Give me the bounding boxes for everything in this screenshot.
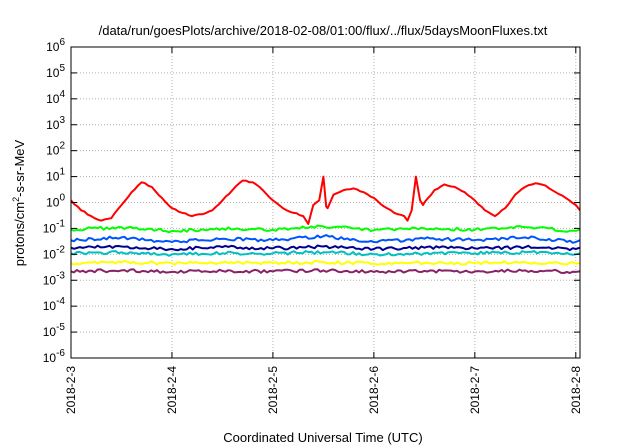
x-tick-label: 2018-2-8 [569,366,583,414]
y-tick-base: 10 [43,221,57,235]
y-tick-label: 101 [46,167,65,184]
chart-title: /data/run/goesPlots/archive/2018-02-08/0… [99,23,548,38]
x-tick-label: 2018-2-5 [266,366,280,414]
series-line [70,268,581,274]
y-tick-label: 10-2 [43,244,66,261]
x-axis-title: Coordinated Universal Time (UTC) [223,430,422,445]
series-line [70,259,581,266]
series-line [70,250,581,257]
x-tick-label: 2018-2-7 [468,366,482,414]
y-tick-base: 10 [46,118,60,132]
y-tick-exponent: 0 [59,193,65,204]
series-group [70,175,581,274]
y-tick-base: 10 [43,351,57,365]
x-tick-label: 2018-2-6 [367,366,381,414]
series-line [70,244,581,252]
y-tick-label: 106 [46,37,65,54]
y-tick-label: 10-1 [43,218,66,235]
y-tick-exponent: -4 [56,296,65,307]
y-tick-label: 100 [46,193,65,210]
y-tick-exponent: -3 [56,270,65,281]
y-tick-base: 10 [46,40,60,54]
y-tick-exponent: -6 [56,348,65,359]
y-tick-label: 10-5 [43,322,66,339]
x-tick-label: 2018-2-4 [165,366,179,414]
y-tick-label: 102 [46,141,65,158]
y-axis-title: protons/cm2-s-sr-MeV [11,139,27,266]
y-axis-title-sup: 2 [11,197,21,202]
y-tick-base: 10 [43,247,57,261]
y-tick-exponent: -1 [56,218,65,229]
y-tick-exponent: 6 [59,37,65,48]
y-tick-base: 10 [43,273,57,287]
y-tick-label: 105 [46,63,65,80]
y-tick-exponent: 4 [59,89,65,100]
x-axis-ticks: 2018-2-3 2018-2-4 2018-2-5 2018-2-6 2018-2-7… [64,47,583,414]
y-tick-label: 103 [46,115,65,132]
y-tick-base: 10 [43,325,57,339]
y-tick-exponent: -5 [56,322,65,333]
series-line [70,175,581,225]
y-tick-exponent: -2 [56,244,65,255]
y-tick-base: 10 [46,170,60,184]
y-tick-base: 10 [46,92,60,106]
series-line [70,234,581,244]
y-tick-label: 10-6 [43,348,66,365]
y-tick-base: 10 [46,66,60,80]
y-tick-label: 10-4 [43,296,66,313]
y-tick-exponent: 5 [59,63,65,74]
y-tick-base: 10 [43,299,57,313]
y-tick-exponent: 2 [59,141,65,152]
y-axis-ticks: 10-610-510-410-310-210-11001011021031041… [43,37,580,365]
x-tick-label: 2018-2-3 [64,366,78,414]
y-tick-exponent: 3 [59,115,65,126]
y-tick-exponent: 1 [59,167,65,178]
y-tick-label: 104 [46,89,65,106]
y-tick-base: 10 [46,196,60,210]
y-tick-label: 10-3 [43,270,66,287]
series-line [70,224,581,234]
y-tick-base: 10 [46,144,60,158]
